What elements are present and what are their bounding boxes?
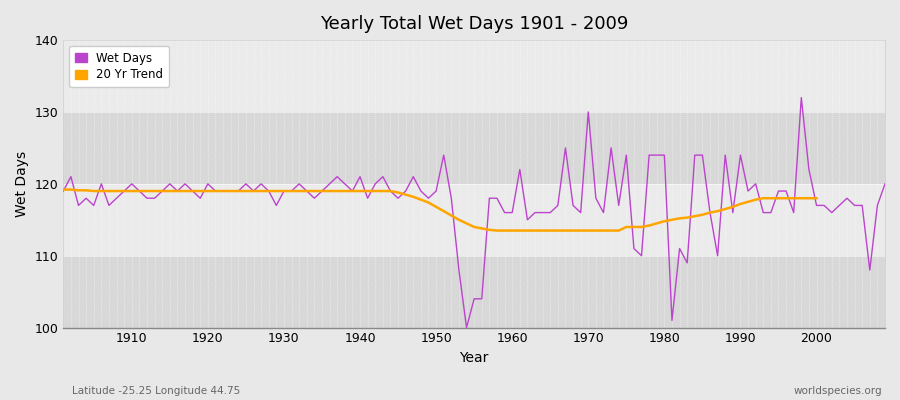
Y-axis label: Wet Days: Wet Days	[15, 151, 29, 217]
Bar	[63, 40, 885, 112]
Title: Yearly Total Wet Days 1901 - 2009: Yearly Total Wet Days 1901 - 2009	[320, 15, 628, 33]
Bar	[63, 184, 885, 256]
Bar	[63, 112, 885, 184]
Legend: Wet Days, 20 Yr Trend: Wet Days, 20 Yr Trend	[69, 46, 169, 87]
Text: worldspecies.org: worldspecies.org	[794, 386, 882, 396]
X-axis label: Year: Year	[460, 351, 489, 365]
Bar	[63, 256, 885, 328]
Text: Latitude -25.25 Longitude 44.75: Latitude -25.25 Longitude 44.75	[72, 386, 240, 396]
